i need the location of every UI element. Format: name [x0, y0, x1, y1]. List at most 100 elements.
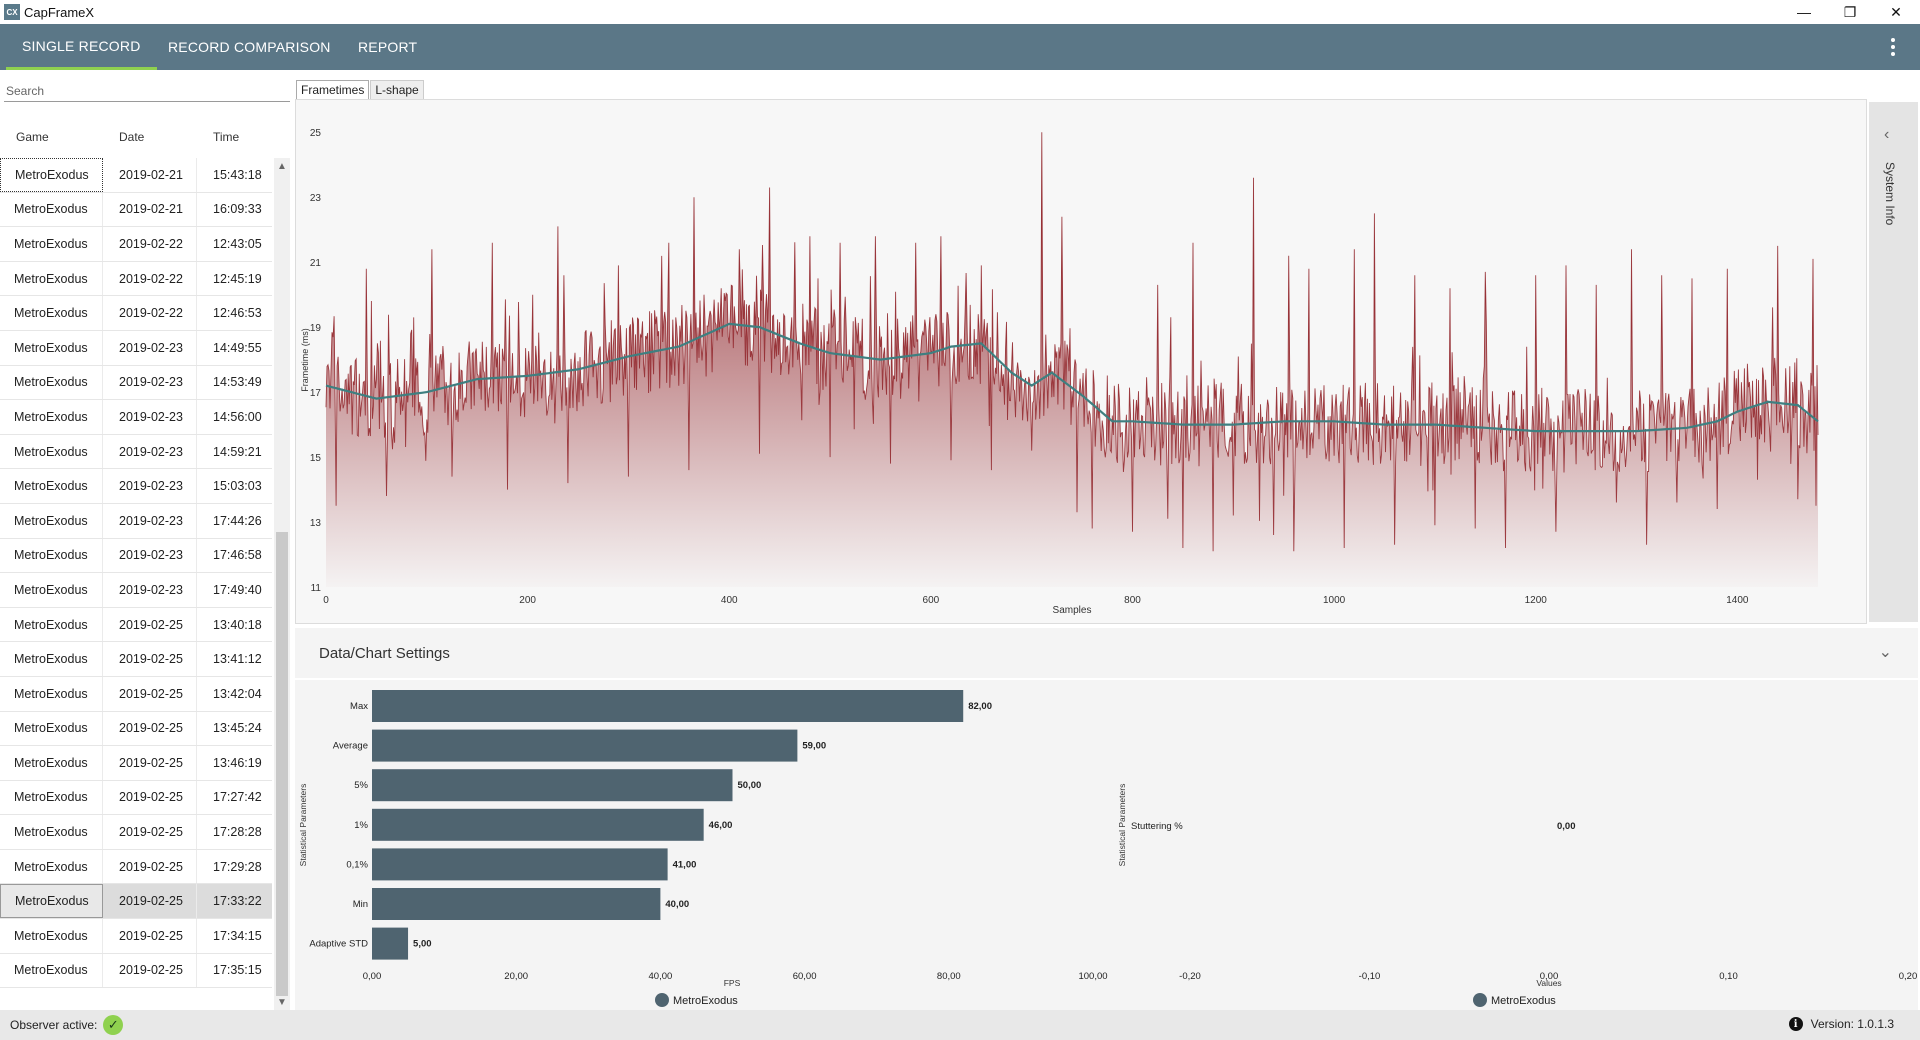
cell-time: 13:41:12 [213, 652, 262, 667]
app-bar: SINGLE RECORD RECORD COMPARISON REPORT [0, 24, 1920, 70]
list-item[interactable]: MetroExodus 2019-02-22 12:46:53 [0, 296, 272, 331]
x-tick-label: 0,20 [1899, 971, 1918, 982]
cell-time: 17:46:58 [213, 548, 262, 563]
cell-game: MetroExodus [0, 849, 103, 884]
tab-l-shape[interactable]: L-shape [370, 80, 424, 99]
cell-time: 16:09:33 [213, 202, 262, 217]
x-tick-label: 0,10 [1719, 971, 1738, 982]
tab-report[interactable]: REPORT [358, 39, 418, 55]
statistics-charts: Statistical Parameters Max 82,00 Average 59,… [298, 690, 1918, 1007]
x-tick-label: 600 [923, 595, 940, 606]
list-item[interactable]: MetroExodus 2019-02-23 17:49:40 [0, 573, 272, 608]
list-item[interactable]: MetroExodus 2019-02-25 13:46:19 [0, 746, 272, 781]
bar-value-label: 46,00 [709, 820, 733, 831]
cell-date: 2019-02-23 [103, 365, 197, 400]
cell-date: 2019-02-25 [103, 849, 197, 884]
cell-game: MetroExodus [0, 434, 103, 469]
cell-time: 13:42:04 [213, 686, 262, 701]
close-button[interactable]: ✕ [1890, 3, 1902, 20]
list-item[interactable]: MetroExodus 2019-02-21 16:09:33 [0, 192, 272, 228]
y-tick-label: 25 [310, 128, 322, 139]
cell-time: 14:53:49 [213, 375, 262, 390]
list-item[interactable]: MetroExodus 2019-02-22 12:43:05 [0, 227, 272, 262]
window-title: CapFrameX [24, 4, 95, 20]
cell-time: 12:46:53 [213, 306, 262, 321]
settings-title: Data/Chart Settings [319, 644, 450, 662]
list-item[interactable]: MetroExodus 2019-02-25 17:29:28 [0, 849, 272, 885]
cell-time: 17:28:28 [213, 825, 262, 840]
list-item[interactable]: MetroExodus 2019-02-25 17:28:28 [0, 815, 272, 850]
list-item[interactable]: MetroExodus 2019-02-23 17:44:26 [0, 503, 272, 539]
list-item[interactable]: MetroExodus 2019-02-25 17:34:15 [0, 919, 272, 954]
list-item[interactable]: MetroExodus 2019-02-25 13:41:12 [0, 642, 272, 677]
x-tick-label: 1400 [1726, 595, 1749, 606]
app-icon: CX [4, 4, 20, 20]
bar-category-label: 5% [354, 780, 368, 791]
cell-game: MetroExodus [0, 400, 103, 434]
list-item[interactable]: MetroExodus 2019-02-23 14:53:49 [0, 365, 272, 401]
list-item[interactable]: MetroExodus 2019-02-23 14:56:00 [0, 400, 272, 435]
y-tick-label: 11 [311, 583, 322, 594]
info-icon[interactable]: i [1788, 1017, 1803, 1031]
list-item[interactable]: MetroExodus 2019-02-21 15:43:18 [0, 158, 272, 193]
cell-game: MetroExodus [0, 365, 103, 400]
column-header-date[interactable]: Date [119, 130, 145, 144]
tab-single-record[interactable]: SINGLE RECORD [6, 24, 157, 70]
cell-game: MetroExodus [0, 676, 103, 711]
list-item[interactable]: MetroExodus 2019-02-23 14:59:21 [0, 434, 272, 470]
list-item[interactable]: MetroExodus 2019-02-25 17:33:22 [0, 884, 272, 920]
cell-game: MetroExodus [0, 780, 103, 815]
cell-time: 12:43:05 [213, 236, 262, 251]
cell-game: MetroExodus [0, 538, 103, 573]
cell-game: MetroExodus [0, 884, 103, 919]
list-item[interactable]: MetroExodus 2019-02-25 17:27:42 [0, 780, 272, 816]
tab-record-comparison[interactable]: RECORD COMPARISON [168, 39, 331, 55]
chart-tabs: Frametimes L-shape [296, 80, 425, 99]
x-tick-label: 20,00 [504, 971, 528, 982]
y-tick-label: 23 [310, 193, 322, 204]
frametime-chart: 11 13 15 17 19 21 23 25 0 200 400 600 800 1000 1200 140… [300, 128, 1819, 616]
cell-time: 13:40:18 [213, 617, 262, 632]
cell-date: 2019-02-23 [103, 330, 197, 365]
minimize-button[interactable]: — [1797, 4, 1811, 20]
list-scrollbar[interactable]: ▲ ▼ [274, 158, 290, 1010]
cell-date: 2019-02-21 [103, 192, 197, 227]
cell-date: 2019-02-25 [103, 642, 197, 676]
column-header-game[interactable]: Game [16, 130, 49, 144]
scroll-down-icon[interactable]: ▼ [277, 996, 287, 1008]
cell-game: MetroExodus [0, 607, 103, 642]
list-item[interactable]: MetroExodus 2019-02-23 14:49:55 [0, 330, 272, 366]
chevron-left-icon[interactable]: ‹ [1884, 126, 1890, 143]
scroll-up-icon[interactable]: ▲ [277, 160, 287, 172]
x-axis-label: Samples [1053, 605, 1092, 616]
column-header-time[interactable]: Time [213, 130, 240, 144]
bar-category-label: 1% [354, 820, 368, 831]
chevron-down-icon[interactable]: ⌄ [1878, 644, 1892, 661]
restore-button[interactable]: ❐ [1843, 3, 1857, 20]
list-item[interactable]: MetroExodus 2019-02-22 12:45:19 [0, 261, 272, 297]
bar [372, 888, 661, 920]
frametime-line [325, 132, 1819, 552]
settings-expander[interactable]: Data/Chart Settings ⌄ [295, 628, 1918, 678]
list-item[interactable]: MetroExodus 2019-02-25 13:42:04 [0, 676, 272, 712]
scroll-thumb[interactable] [276, 532, 288, 996]
bar-value-label: 59,00 [802, 741, 826, 752]
cell-time: 17:33:22 [197, 884, 272, 919]
legend-label: MetroExodus [673, 995, 738, 1007]
cell-game: MetroExodus [0, 158, 103, 192]
bar [372, 769, 733, 802]
list-item[interactable]: MetroExodus 2019-02-25 13:40:18 [0, 607, 272, 643]
more-menu-icon[interactable] [1888, 35, 1898, 59]
cell-date: 2019-02-22 [103, 261, 197, 296]
list-item[interactable]: MetroExodus 2019-02-25 13:45:24 [0, 711, 272, 747]
cell-game: MetroExodus [0, 573, 103, 607]
search-input[interactable] [4, 80, 290, 102]
cell-game: MetroExodus [0, 192, 103, 227]
list-item[interactable]: MetroExodus 2019-02-23 15:03:03 [0, 469, 272, 504]
list-item[interactable]: MetroExodus 2019-02-25 17:35:15 [0, 953, 272, 989]
legend-marker [1473, 993, 1487, 1007]
bar-category-label: 0,1% [346, 859, 368, 870]
system-info-panel[interactable]: ‹ System Info [1869, 102, 1918, 622]
list-item[interactable]: MetroExodus 2019-02-23 17:46:58 [0, 538, 272, 574]
tab-frametimes[interactable]: Frametimes [296, 80, 370, 99]
